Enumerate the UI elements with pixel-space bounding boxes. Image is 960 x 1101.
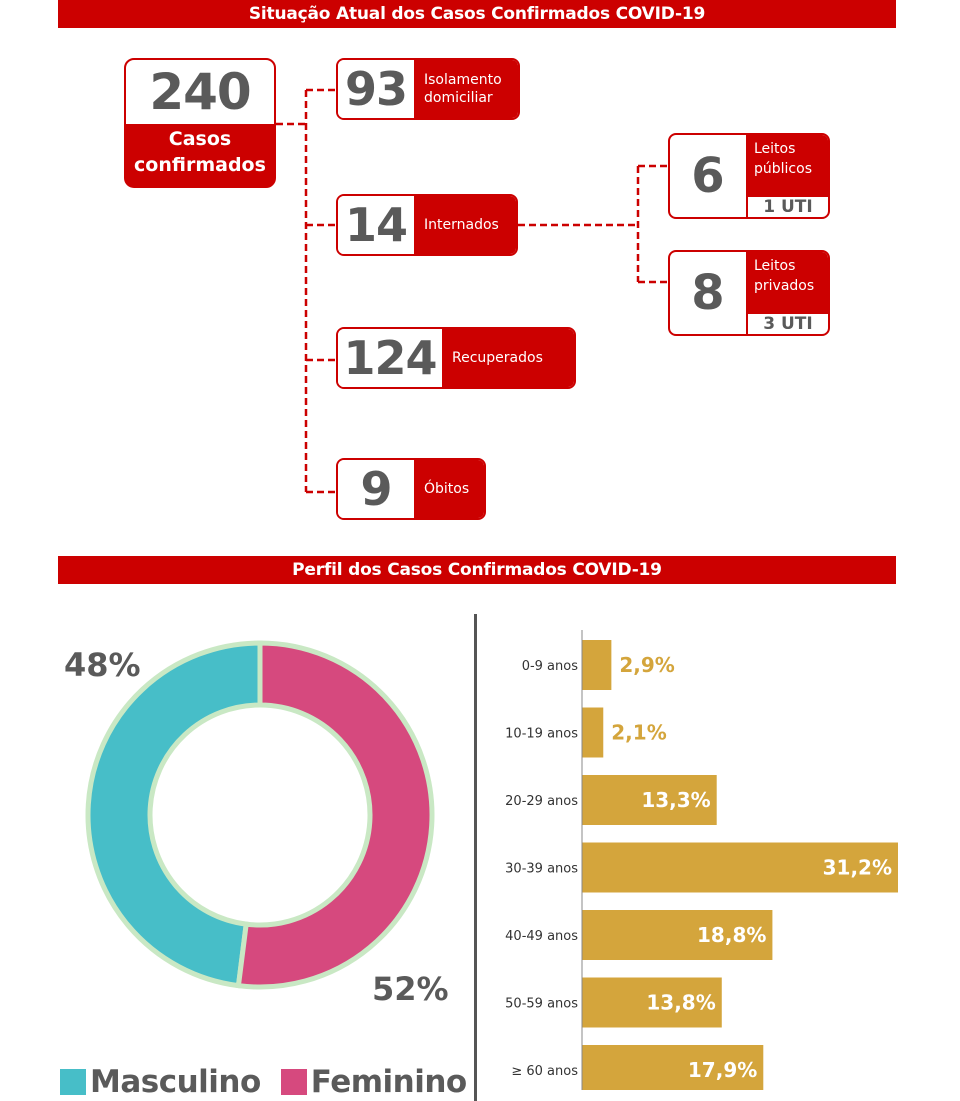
age-bar [582, 707, 604, 758]
total-cases-box: 240 Casos confirmados [124, 58, 276, 188]
age-bar-value-label: 2,1% [611, 721, 666, 745]
section-title-current: Situação Atual dos Casos Confirmados COV… [58, 0, 896, 28]
total-cases-label: Casos confirmados [134, 128, 266, 176]
age-category-label: 10-19 anos [505, 727, 578, 742]
donut-label-female: 52% [372, 970, 449, 1008]
legend-label-male: Masculino [90, 1064, 261, 1100]
status-recovered-value: 124 [338, 329, 442, 387]
legend-label-female: Feminino [310, 1064, 467, 1100]
age-bar-value-label: 13,8% [646, 991, 715, 1015]
status-recovered-label: Recuperados [442, 329, 574, 387]
age-bar-value-label: 18,8% [697, 923, 766, 947]
total-cases-value: 240 [126, 60, 274, 124]
age-category-label: 50-59 anos [505, 997, 578, 1012]
age-bar-value-label: 17,9% [688, 1058, 757, 1082]
age-category-label: 20-29 anos [505, 794, 578, 809]
donut-label-male: 48% [64, 646, 141, 684]
status-deaths-value: 9 [338, 460, 414, 518]
section-title-profile: Perfil dos Casos Confirmados COVID-19 [58, 556, 896, 584]
beds-private-box: 8 Leitos privados 3 UTI [668, 250, 830, 336]
age-category-label: ≥ 60 anos [511, 1064, 578, 1079]
gender-legend: Masculino Feminino [60, 1064, 487, 1100]
donut-slice-female [235, 640, 435, 990]
gender-donut-chart [85, 640, 435, 990]
age-bar-chart: 0-9 anos 2,9% 10-19 anos 2,1% 20-29 anos 13,3… [505, 630, 898, 1090]
legend-swatch-male [60, 1069, 86, 1095]
status-deaths-label: Óbitos [414, 460, 484, 518]
age-category-label: 40-49 anos [505, 929, 578, 944]
status-hospitalized-label: Internados [414, 196, 516, 254]
status-isolation-value: 93 [338, 60, 414, 118]
age-category-label: 0-9 anos [522, 659, 579, 674]
donut-slice-male [85, 640, 263, 989]
status-isolation-label: Isolamento domiciliar [414, 60, 518, 118]
beds-private-uti: 3 UTI [746, 312, 828, 334]
age-bar [582, 977, 722, 1028]
beds-private-label: Leitos privados [746, 252, 828, 312]
age-bar [582, 842, 898, 893]
age-bar [582, 640, 612, 690]
status-hospitalized-box: 14 Internados [336, 194, 518, 256]
age-category-label: 30-39 anos [505, 862, 578, 877]
age-bar [582, 1045, 764, 1090]
beds-private-value: 8 [691, 265, 725, 321]
beds-public-label: Leitos públicos [746, 135, 828, 195]
age-bar-value-label: 31,2% [823, 856, 892, 880]
age-bar [582, 775, 717, 825]
status-recovered-box: 124 Recuperados [336, 327, 576, 389]
age-bar-value-label: 13,3% [641, 788, 710, 812]
status-hospitalized-value: 14 [338, 196, 414, 254]
status-isolation-box: 93 Isolamento domiciliar [336, 58, 520, 120]
age-bar [582, 910, 773, 960]
beds-public-uti: 1 UTI [746, 195, 828, 217]
beds-public-box: 6 Leitos públicos 1 UTI [668, 133, 830, 219]
age-bar-value-label: 2,9% [619, 653, 674, 677]
legend-item-female: Feminino [280, 1064, 467, 1100]
section-divider [474, 614, 477, 1101]
beds-public-value: 6 [691, 148, 725, 204]
status-deaths-box: 9 Óbitos [336, 458, 486, 520]
legend-swatch-female [280, 1069, 307, 1095]
legend-item-male: Masculino [60, 1064, 261, 1100]
connector-lines [276, 88, 668, 494]
